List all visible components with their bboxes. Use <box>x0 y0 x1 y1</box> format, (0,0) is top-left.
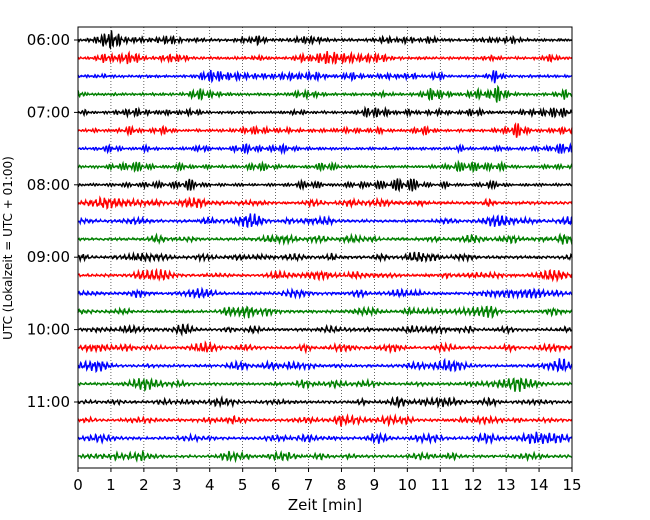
trace-0715 <box>77 122 573 138</box>
trace-0815 <box>77 195 573 210</box>
y-tick-label: 07:00 <box>27 103 70 121</box>
x-tick-label: 8 <box>337 476 347 494</box>
trace-0800 <box>77 177 573 193</box>
x-tick-label: 13 <box>497 476 516 494</box>
trace-0630 <box>77 69 573 84</box>
trace-1030 <box>77 357 573 374</box>
x-tick-label: 15 <box>562 476 581 494</box>
trace-0930 <box>77 286 573 300</box>
seismic-traces <box>77 30 573 464</box>
x-tick-label: 6 <box>271 476 281 494</box>
trace-0830 <box>77 213 573 229</box>
x-tick-label: 5 <box>238 476 248 494</box>
x-tick-label: 1 <box>106 476 116 494</box>
trace-0845 <box>77 232 573 246</box>
y-tick-label: 10:00 <box>27 321 70 339</box>
y-axis-label: UTC (Lokalzeit = UTC + 01:00) <box>1 156 15 340</box>
x-tick-label: 11 <box>431 476 450 494</box>
trace-1130 <box>77 431 573 445</box>
trace-0600 <box>77 30 573 51</box>
plot-frame <box>77 26 573 469</box>
trace-1100 <box>77 395 573 409</box>
x-tick-label: 0 <box>73 476 83 494</box>
y-tick-label: 08:00 <box>27 176 70 194</box>
y-tick-label: 11:00 <box>27 393 70 411</box>
trace-0615 <box>77 50 573 65</box>
trace-0945 <box>77 304 573 320</box>
x-axis-ticks: 0 1 2 3 4 5 6 7 8 9 10 11 12 13 14 15 <box>73 468 582 494</box>
trace-0915 <box>77 267 573 283</box>
y-axis-ticks: 06:00 07:00 08:00 09:00 10:00 11:00 <box>27 31 78 411</box>
x-tick-label: 14 <box>530 476 549 494</box>
y-tick-label: 09:00 <box>27 248 70 266</box>
x-tick-label: 9 <box>370 476 380 494</box>
trace-0700 <box>77 105 573 119</box>
y-tick-label: 06:00 <box>27 31 70 49</box>
x-axis-label: Zeit [min] <box>288 496 362 514</box>
trace-0745 <box>77 159 573 174</box>
x-tick-label: 4 <box>205 476 215 494</box>
trace-1000 <box>77 323 573 337</box>
trace-1145 <box>77 449 573 464</box>
x-tick-label: 12 <box>464 476 483 494</box>
trace-0730 <box>77 141 573 156</box>
x-tick-label: 3 <box>172 476 182 494</box>
x-tick-label: 2 <box>139 476 149 494</box>
trace-1115 <box>77 413 573 428</box>
trace-1015 <box>77 340 573 355</box>
plot-background <box>78 27 572 468</box>
trace-0900 <box>77 251 573 264</box>
x-tick-label: 7 <box>304 476 314 494</box>
x-tick-label: 10 <box>398 476 417 494</box>
trace-0645 <box>77 84 573 103</box>
trace-1045 <box>77 377 573 393</box>
